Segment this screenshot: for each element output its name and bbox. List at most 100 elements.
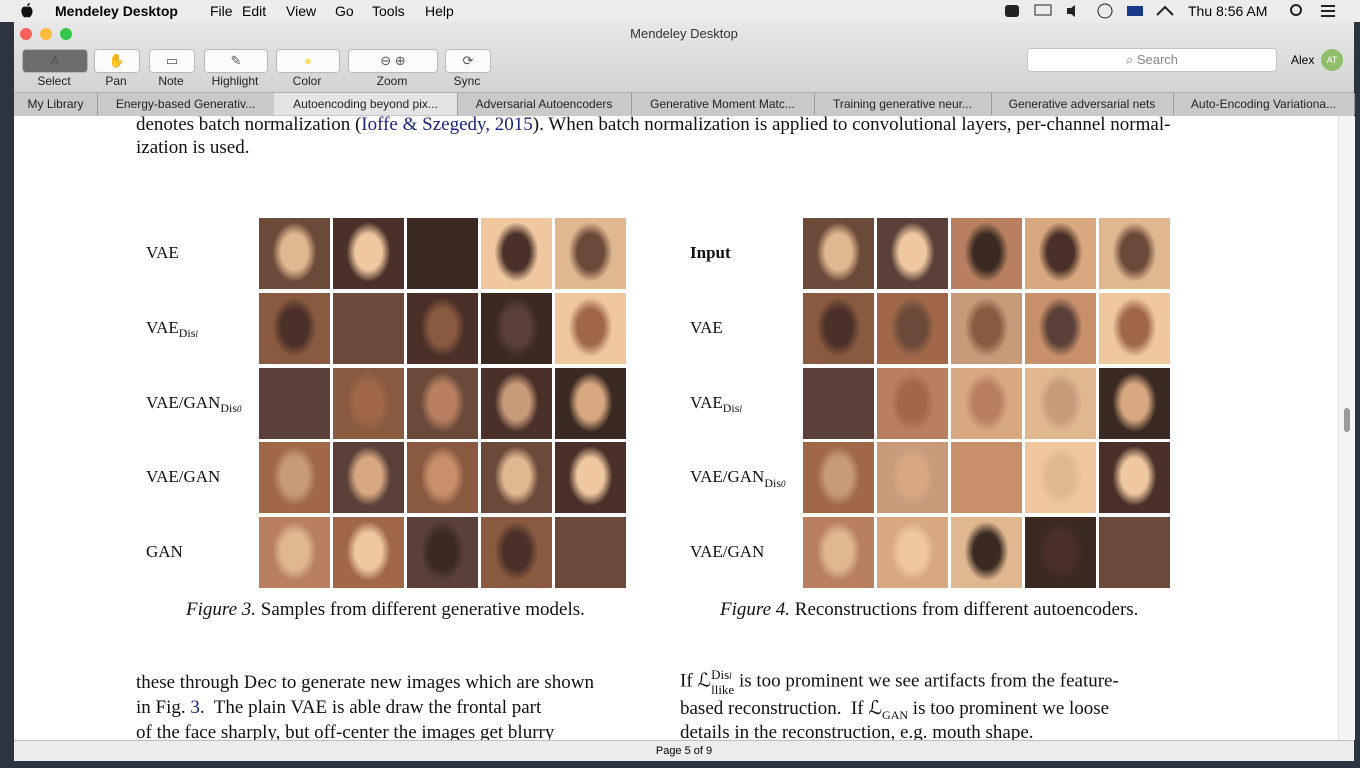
face-image xyxy=(877,292,948,364)
face-image xyxy=(1025,218,1096,289)
label-subscript: Dis0 xyxy=(220,401,241,415)
face-image xyxy=(803,292,874,364)
search-box[interactable]: ⌕ Search xyxy=(1027,48,1277,72)
face-image xyxy=(555,517,626,588)
tab[interactable]: Generative adversarial nets xyxy=(991,93,1174,115)
label-text: VAE/GAN xyxy=(146,467,221,487)
face-image xyxy=(333,292,404,364)
apple-icon[interactable] xyxy=(20,3,34,19)
face-image xyxy=(951,517,1022,588)
face-image xyxy=(803,367,874,439)
face-image xyxy=(259,218,330,289)
menu-item[interactable]: Help xyxy=(425,3,454,19)
row-label: Input xyxy=(690,243,731,263)
face-image xyxy=(877,442,948,514)
scrollbar[interactable] xyxy=(1338,116,1355,740)
subscript-index: l xyxy=(739,403,742,414)
app-menu[interactable]: Mendeley Desktop xyxy=(55,3,178,19)
text: ). When batch normalization is applied t… xyxy=(532,116,1171,135)
face-image xyxy=(259,367,330,439)
tab[interactable]: Adversarial Autoencoders xyxy=(457,93,632,115)
tab[interactable]: Training generative neur... xyxy=(814,93,992,115)
tool-button[interactable]: ⊖ ⊕ xyxy=(348,49,438,73)
face-image xyxy=(1025,442,1096,514)
scroll-thumb[interactable] xyxy=(1344,408,1350,432)
row-label: VAEDisl xyxy=(690,393,742,416)
subscript-index: 0 xyxy=(236,403,242,414)
figure-ref-link[interactable]: 3 xyxy=(190,697,200,718)
row-label: VAE/GAN xyxy=(690,542,764,562)
menubar: Mendeley Desktop File Edit View Go Tools Help… xyxy=(0,0,1360,22)
face-image xyxy=(877,517,948,588)
caption: Figure 4. Reconstructions from different… xyxy=(720,599,1138,621)
tab[interactable]: Energy-based Generativ... xyxy=(97,93,275,115)
tool-button[interactable]: ✎ xyxy=(204,49,268,73)
text: in Fig. xyxy=(136,697,191,718)
label-subscript: Dis0 xyxy=(764,476,785,490)
tool-button[interactable]: ✋ xyxy=(94,49,140,73)
text-line: denotes batch normalization (Ioffe & Sze… xyxy=(136,116,1170,136)
face-image xyxy=(259,292,330,364)
face-image xyxy=(407,367,478,439)
caption-label: Figure 3. xyxy=(186,599,257,620)
tab[interactable]: My Library xyxy=(14,93,98,115)
app-window: Mendeley Desktop A Select ✋ Pan ▭ Note ✎ Highli… xyxy=(14,22,1355,761)
row-label: VAE/GANDis0 xyxy=(690,467,785,490)
menu-item[interactable]: Tools xyxy=(372,3,405,19)
subscript-index: 0 xyxy=(780,478,786,489)
avatar[interactable]: AT xyxy=(1321,49,1343,71)
subscript-text: Dis xyxy=(764,475,781,490)
user-name[interactable]: Alex xyxy=(1291,53,1315,67)
subscript-text: Dis xyxy=(220,400,237,415)
window-title: Mendeley Desktop xyxy=(630,26,738,41)
face-image xyxy=(951,218,1022,289)
window-controls[interactable] xyxy=(20,28,80,42)
label-text: VAE/GAN xyxy=(690,467,765,487)
tab[interactable]: Auto-Encoding Variationa... xyxy=(1173,93,1355,115)
label-text: VAE/GAN xyxy=(690,542,765,561)
face-image xyxy=(407,218,478,289)
tool-label: Zoom xyxy=(376,74,408,88)
menu-item[interactable]: File xyxy=(210,3,233,19)
text: denotes batch normalization ( xyxy=(136,116,362,135)
page-indicator: Page 5 of 9 xyxy=(655,745,713,757)
face-image xyxy=(951,292,1022,364)
text-line: in Fig. 3. The plain VAE is able draw th… xyxy=(136,697,541,719)
citation-link[interactable]: Ioffe & Szegedy, 2015 xyxy=(361,116,533,135)
face-image xyxy=(1099,292,1170,364)
menu-item[interactable]: Go xyxy=(335,3,354,19)
tool-label: Sync xyxy=(453,74,481,88)
label-text: VAE xyxy=(146,243,179,262)
tab[interactable]: Autoencoding beyond pix... xyxy=(274,93,458,115)
face-image xyxy=(481,517,552,588)
label-subscript: Disl xyxy=(723,401,742,415)
text: If xyxy=(680,670,698,692)
tab[interactable]: Generative Moment Matc... xyxy=(631,93,815,115)
tool-label: Highlight xyxy=(211,74,259,88)
tool-button[interactable]: A xyxy=(22,49,88,73)
tab-bar: My Library Energy-based Generativ... Autoe… xyxy=(14,93,1355,117)
clock: Thu 8:56 AM xyxy=(1188,3,1268,19)
tool-button[interactable]: ▭ xyxy=(149,49,195,73)
label-text: VAE/GAN xyxy=(146,392,221,412)
face-image xyxy=(1025,517,1096,588)
face-image xyxy=(803,442,874,514)
menu-item[interactable]: View xyxy=(286,3,317,19)
face-image xyxy=(1025,292,1096,364)
status-bar: Page 5 of 9 xyxy=(14,740,1354,761)
face-image xyxy=(555,367,626,439)
math: ℒ xyxy=(868,698,883,719)
tool-button[interactable]: ⟳ xyxy=(445,49,491,73)
subscript-text: Dis xyxy=(722,400,740,415)
toolbar: Mendeley Desktop A Select ✋ Pan ▭ Note ✎ Highli… xyxy=(14,22,1354,93)
face-image xyxy=(951,442,1022,514)
face-image xyxy=(333,218,404,289)
math-sub: GAN xyxy=(882,707,909,722)
menu-item[interactable]: Edit xyxy=(242,3,267,19)
tool-button[interactable]: ● xyxy=(276,49,340,73)
row-label: VAE/GANDis0 xyxy=(146,393,241,416)
face-image xyxy=(951,367,1022,439)
search-placeholder: Search xyxy=(1136,52,1179,67)
caption-text: Samples from different generative models… xyxy=(260,599,585,620)
